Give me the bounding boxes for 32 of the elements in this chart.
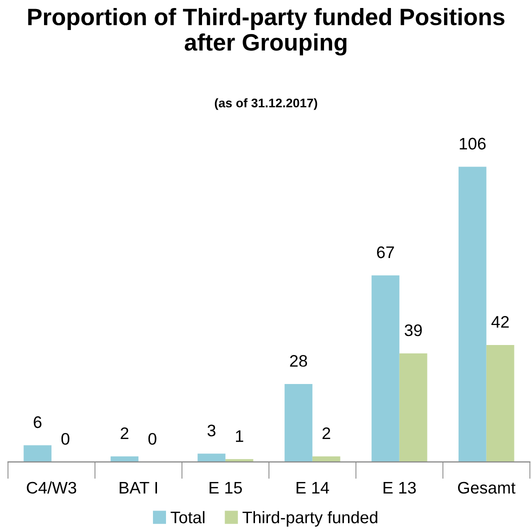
bar xyxy=(24,445,52,462)
data-label: 1 xyxy=(236,430,244,442)
bar xyxy=(372,275,400,462)
x-tick-label: Gesamt xyxy=(458,482,516,494)
data-label: 6 xyxy=(34,416,42,428)
data-label: 0 xyxy=(61,432,70,445)
chart-title: Proportion of Third-party funded Positions after Grouping xyxy=(28,8,504,56)
bar xyxy=(284,384,312,462)
bar xyxy=(110,456,138,462)
bar xyxy=(458,166,486,462)
x-tick-label: E 13 xyxy=(384,482,416,494)
data-label: 28 xyxy=(290,355,308,367)
x-tick-label: BAT I xyxy=(120,482,157,494)
bar xyxy=(198,454,226,462)
data-label: 106 xyxy=(460,138,486,150)
data-label: 3 xyxy=(208,424,216,436)
data-label: 2 xyxy=(120,427,128,440)
data-label: 2 xyxy=(322,427,330,440)
data-label: 67 xyxy=(377,246,394,258)
data-label: 0 xyxy=(148,432,156,445)
legend-label: Total xyxy=(170,511,204,524)
bar xyxy=(399,353,428,462)
x-tick-label: E 15 xyxy=(210,482,242,494)
bar xyxy=(225,459,254,462)
x-tick-label: E 14 xyxy=(296,482,330,494)
data-label: 39 xyxy=(404,324,422,336)
bar xyxy=(486,344,514,462)
bar xyxy=(312,456,340,462)
chart-subtitle: (as of 31.12.2017) xyxy=(214,98,318,110)
data-label: 42 xyxy=(491,316,509,328)
legend-label: Third-party funded xyxy=(242,511,378,527)
x-tick-label: C4/W3 xyxy=(26,481,76,494)
